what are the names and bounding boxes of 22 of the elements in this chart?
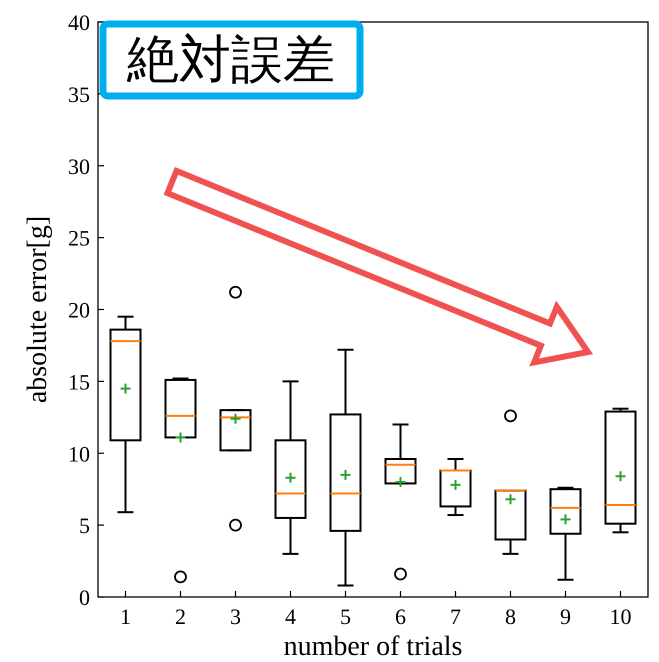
x-tick-label: 10 [610,604,632,629]
chart-title: 絶対誤差 [126,30,335,90]
x-axis-title: number of trials [284,631,462,662]
x-tick-label: 4 [285,604,296,629]
y-tick-label: 35 [68,82,90,107]
y-tick-label: 20 [68,298,90,322]
y-tick-label: 10 [68,441,90,466]
x-tick-label: 8 [505,604,516,629]
x-tick-label: 9 [560,604,571,629]
y-tick-label: 0 [79,585,90,610]
x-tick-label: 6 [395,604,406,629]
x-tick-label: 3 [230,604,241,629]
y-tick-label: 40 [68,10,90,35]
x-tick-label: 2 [175,604,186,629]
x-tick-label: 5 [340,604,351,629]
y-axis-title: absolute error[g] [22,216,53,404]
x-tick-label: 1 [120,604,131,629]
y-tick-label: 5 [79,513,90,538]
x-tick-label: 7 [450,604,461,629]
y-tick-label: 15 [68,369,90,394]
y-tick-label: 30 [68,154,90,179]
y-tick-label: 25 [68,226,90,251]
